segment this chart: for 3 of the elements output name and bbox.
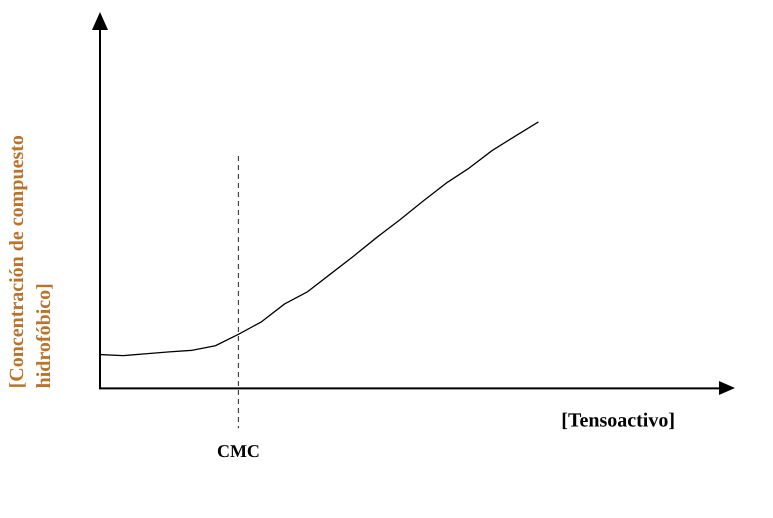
text: CMC bbox=[216, 441, 260, 462]
x-axis-title: [Tensoactivo] bbox=[561, 410, 675, 432]
y-axis-title: [Concentración de compuesto hidrofóbico] bbox=[6, 135, 56, 388]
